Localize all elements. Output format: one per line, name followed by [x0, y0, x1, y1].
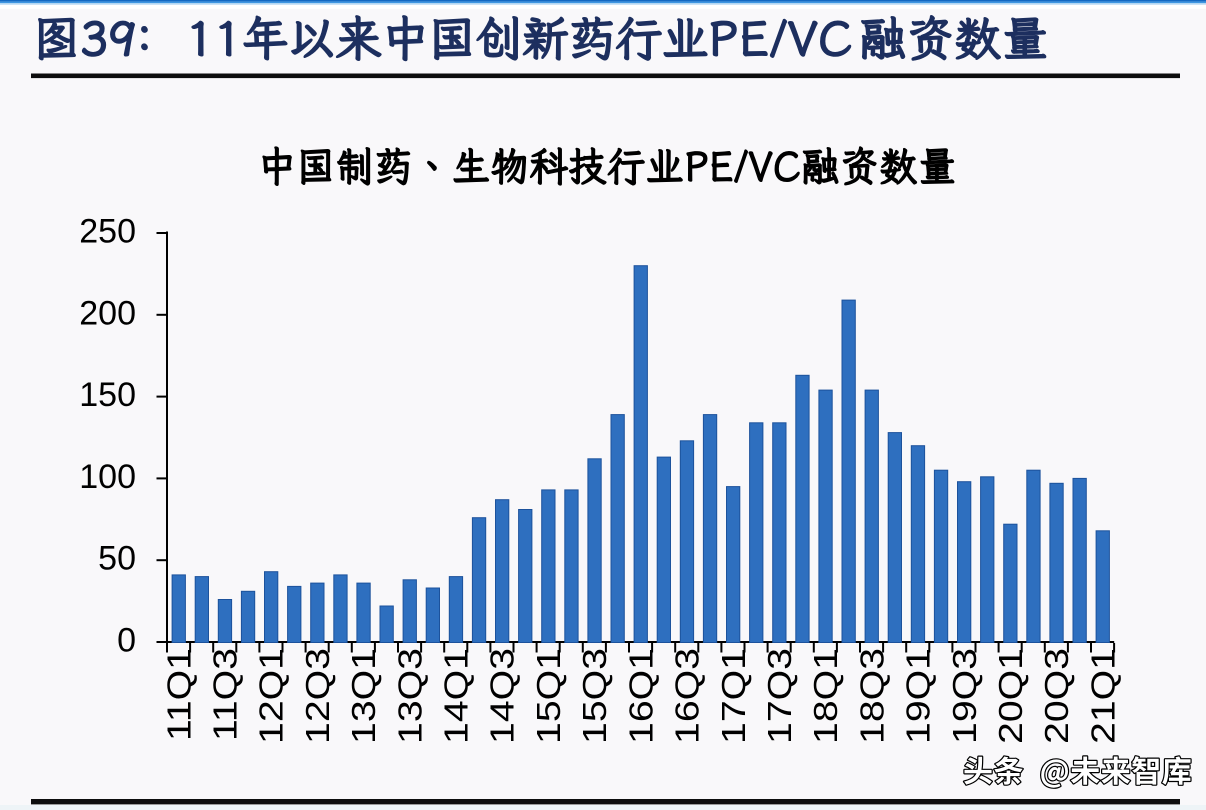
svg-text:100: 100: [79, 458, 136, 496]
svg-text:20Q1: 20Q1: [992, 648, 1029, 744]
svg-text:16Q1: 16Q1: [622, 648, 659, 744]
svg-text:11Q3: 11Q3: [206, 648, 243, 741]
svg-text:20Q3: 20Q3: [1038, 648, 1075, 744]
svg-text:19Q3: 19Q3: [946, 648, 983, 744]
svg-text:13Q3: 13Q3: [391, 648, 428, 744]
svg-text:14Q1: 14Q1: [437, 648, 474, 744]
svg-text:50: 50: [98, 540, 136, 578]
svg-text:200: 200: [79, 294, 136, 332]
svg-text:250: 250: [79, 213, 136, 251]
svg-text:11Q1: 11Q1: [160, 648, 197, 741]
svg-text:150: 150: [79, 376, 136, 414]
svg-text:19Q1: 19Q1: [899, 648, 936, 744]
svg-text:14Q3: 14Q3: [484, 648, 521, 744]
svg-text:21Q1: 21Q1: [1084, 648, 1121, 744]
svg-text:16Q3: 16Q3: [668, 648, 705, 744]
svg-text:17Q3: 17Q3: [761, 648, 798, 744]
svg-text:18Q3: 18Q3: [853, 648, 890, 744]
svg-text:12Q3: 12Q3: [299, 648, 336, 744]
svg-text:15Q3: 15Q3: [576, 648, 613, 744]
svg-text:17Q1: 17Q1: [715, 648, 752, 744]
svg-text:15Q1: 15Q1: [530, 648, 567, 744]
svg-text:13Q1: 13Q1: [345, 648, 382, 744]
svg-text:12Q1: 12Q1: [253, 648, 290, 744]
svg-text:0: 0: [117, 622, 136, 660]
svg-text:18Q1: 18Q1: [807, 648, 844, 744]
